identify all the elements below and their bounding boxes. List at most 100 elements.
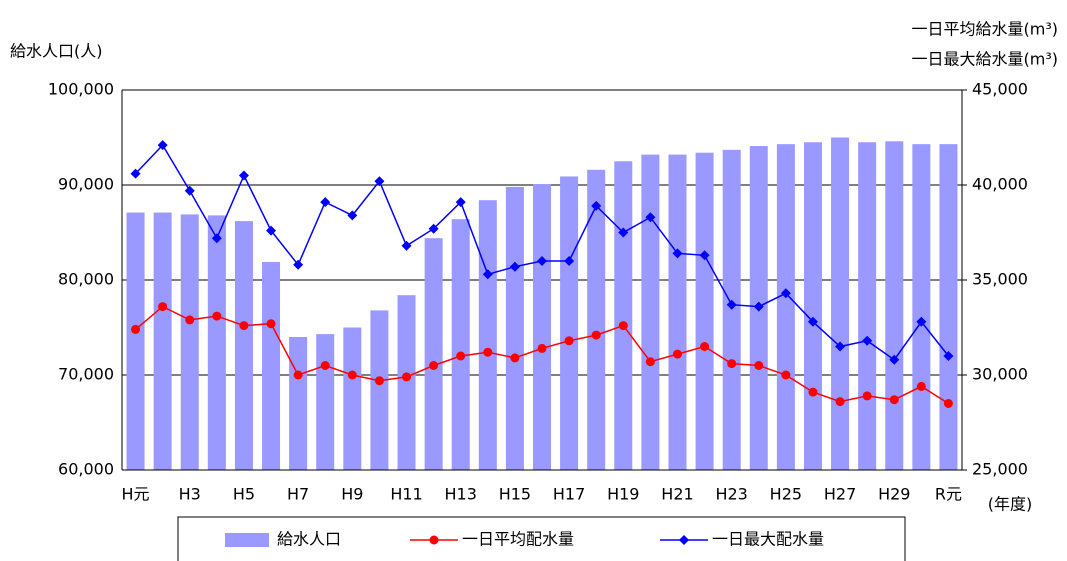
marker [482,269,493,280]
x-tick-label: H23 [715,485,747,504]
bar [668,154,687,470]
marker [320,197,331,208]
y2-axis-title: 一日最大給水量(m³) [912,50,1059,69]
marker [374,376,384,386]
marker [428,223,439,234]
x-tick-label: H17 [553,485,585,504]
marker [293,259,304,270]
x-tick-label: H元 [122,485,150,504]
marker [266,319,276,329]
x-tick-label: H27 [824,485,856,504]
legend-marker [429,535,439,545]
x-tick-label: H19 [607,485,639,504]
marker [293,370,303,380]
bar [533,184,551,471]
marker [157,140,168,151]
bar [912,144,931,470]
bar [180,214,199,470]
x-tick-label: H11 [390,485,422,504]
y-tick-label: 80,000 [58,270,114,289]
y-tick-label: 70,000 [58,365,114,384]
bar [587,169,606,471]
marker [401,240,412,251]
marker [781,370,791,380]
bar [722,149,741,470]
marker [618,227,629,238]
x-tick-label: H29 [878,485,910,504]
marker [672,349,682,359]
bar [776,144,795,470]
x-tick-label: H7 [287,485,309,504]
marker [158,302,168,312]
bar [370,310,389,470]
y2-axis-title: 一日平均給水量(m³) [912,20,1059,39]
bar [478,200,497,470]
marker [591,330,601,340]
marker [347,210,358,221]
marker [645,212,656,223]
marker [320,361,330,370]
x-tick-label: H15 [499,485,531,504]
marker [807,316,818,327]
marker [510,353,520,363]
bar [126,212,145,471]
x-axis-title: (年度) [988,495,1033,514]
bar [831,137,850,470]
marker [862,391,872,401]
bar [424,238,443,470]
marker [835,341,846,352]
legend-label: 一日平均配水量 [462,530,574,549]
bar [614,161,633,470]
y2-tick-label: 35,000 [972,270,1028,289]
bar [262,261,281,470]
marker [700,342,710,351]
marker [754,361,764,370]
marker [618,321,628,331]
x-tick-label: H3 [179,485,201,504]
marker [537,343,547,353]
bar [289,337,308,470]
marker [483,347,493,357]
legend-label: 一日最大配水量 [712,530,824,549]
marker [130,168,141,179]
bar [343,327,362,470]
marker [808,387,818,397]
marker [727,359,737,369]
y-tick-label: 60,000 [58,460,114,479]
marker [211,233,222,244]
marker [835,397,845,407]
marker [239,321,249,331]
marker [455,197,466,208]
marker [780,288,791,299]
marker [564,256,575,266]
bar [803,142,822,470]
bar [397,295,416,470]
bar [153,212,172,471]
marker [753,301,764,312]
bar [560,176,579,470]
marker [374,176,385,187]
x-tick-label: H13 [445,485,477,504]
marker [699,250,710,261]
marker [456,351,466,361]
legend-box [177,516,906,561]
bar [505,186,524,470]
x-tick-label: R元 [935,485,962,504]
marker [212,311,222,321]
marker [916,381,926,391]
marker [429,361,439,370]
marker [943,351,954,361]
marker [672,248,683,259]
bar [939,144,958,470]
marker [726,299,737,310]
x-tick-label: H21 [661,485,693,504]
legend-marker [679,535,689,545]
marker [564,336,574,346]
marker [889,354,900,365]
marker [131,324,141,334]
bar [316,334,335,470]
marker [266,225,277,236]
x-tick-label: H5 [233,485,255,504]
marker [185,315,195,325]
